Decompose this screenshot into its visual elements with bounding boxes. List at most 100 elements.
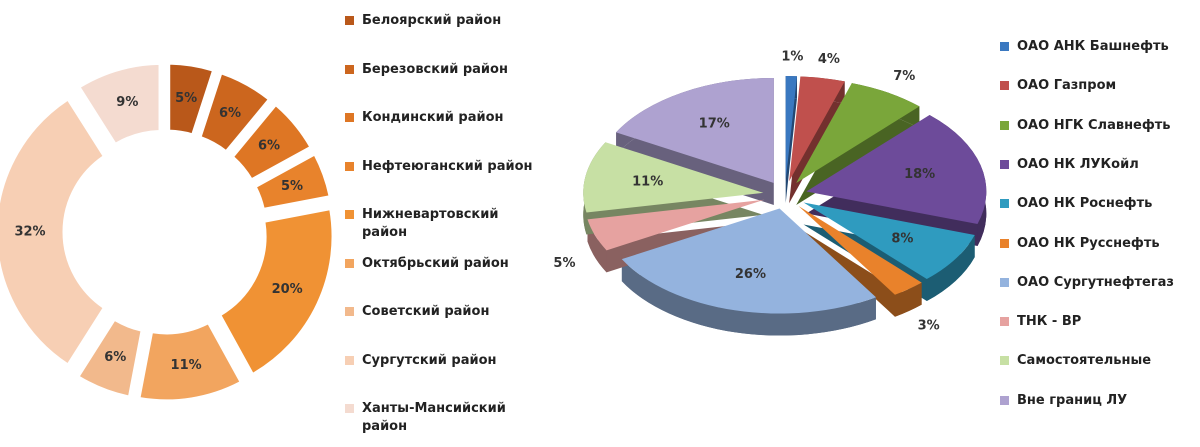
pie-slice [803,202,975,280]
legend-entry: Белоярский район [345,12,535,30]
legend-entry: ОАО НК ЛУКойл [1000,156,1200,174]
data-label: 5% [553,256,575,271]
legend-entry: ОАО Газпром [1000,77,1200,95]
legend-label: ОАО НГК Славнефть [1017,117,1171,133]
legend-entry: Ханты-Мансийский район [345,400,535,436]
legend-label: Нефтеюганский район [362,158,533,174]
legend-swatch [1000,42,1009,51]
data-label: 3% [918,318,940,333]
legend-label: Березовский район [362,61,508,77]
legend-entry: ОАО НК Русснефть [1000,235,1200,253]
donut-slice [220,209,333,374]
legend-label: Ханты-Мансийский район [362,401,506,434]
legend-swatch [345,404,354,413]
pie-slice [616,77,774,183]
pie-slice [796,83,920,183]
data-label: 26% [735,267,766,282]
legend-swatch [1000,356,1009,366]
legend-swatch [1000,395,1009,405]
data-label: 5% [175,91,197,106]
data-label: 8% [891,232,913,247]
legend-label: ТНК - ВР [1017,314,1082,330]
legend-entry: Советский район [345,303,535,321]
data-label: 9% [116,95,138,110]
pie-slice [798,206,922,295]
legend-entry: Сургутский район [345,352,535,370]
slice-wall [621,259,876,336]
donut-slice [78,319,142,397]
slice-wall [926,234,975,302]
legend-label: ОАО НК ЛУКойл [1017,156,1139,172]
data-label: 5% [281,179,303,194]
pie-slice [583,142,764,213]
legend-entry: Березовский район [345,61,535,79]
legend-entry: ОАО НГК Славнефть [1000,117,1200,135]
legend-label: ОАО АНК Башнефть [1017,39,1169,54]
data-label: 7% [893,69,915,84]
legend-swatch [1000,317,1009,327]
pie-slice [789,76,845,182]
legend-label: Кондинский район [362,110,504,125]
pie-slice [806,114,987,224]
legend-swatch [345,307,354,316]
legend-label: Вне границ ЛУ [1017,392,1128,408]
data-label: 6% [258,138,280,153]
donut-slice [0,99,104,365]
legend-swatch [1000,120,1009,130]
donut-slice [169,63,214,135]
pie-slice [587,199,765,251]
data-label: 6% [104,350,126,365]
legend-swatch [1000,159,1009,169]
legend-entry: Октябрьский район [345,255,535,273]
donut-slice [200,73,269,152]
legend-label: ОАО Сургутнефтегаз [1017,274,1174,290]
legend-entry: ОАО НК Роснефть [1000,195,1200,213]
data-label: 32% [14,225,45,240]
legend-entry: ОАО Сургутнефтегаз [1000,274,1200,292]
donut-slice [139,323,241,401]
legend-entry: Кондинский район [345,109,535,127]
legend-label: ОАО НК Русснефть [1017,235,1160,251]
data-label: 4% [818,52,840,67]
legend-entry: Самостоятельные [1000,352,1200,370]
data-label: 1% [781,50,803,65]
pie-slice [785,76,797,182]
data-label: 20% [272,282,303,297]
legend-label: Октябрьский район [362,255,509,271]
legend-swatch [345,258,354,268]
legend-swatch [345,113,354,122]
legend-swatch [1000,238,1009,248]
data-label: 11% [171,358,202,373]
legend-swatch [1000,81,1009,91]
donut-slice [233,105,311,180]
legend-label: Белоярский район [362,13,502,28]
legend-entry: Вне границ ЛУ [1000,392,1200,410]
legend-label: Самостоятельные [1017,353,1152,369]
legend-entry: Нефтеюганский район [345,158,535,176]
legend-entry: ТНК - ВР [1000,313,1200,331]
legend-entry: Нижневартовский район [345,206,535,242]
slice-bottom [798,228,922,317]
data-label: 17% [699,117,730,132]
legend-label: ОАО Газпром [1017,78,1117,94]
legend-swatch [1000,199,1009,209]
legend-swatch [345,64,354,74]
legend-label: Советский район [362,304,490,319]
pie-slice [621,208,876,314]
legend-label: Сургутский район [362,352,497,368]
legend-entry: ОАО АНК Башнефть [1000,38,1200,56]
donut-slice [79,63,160,144]
data-label: 18% [904,167,935,182]
data-label: 11% [632,175,663,190]
legend-label: ОАО НК Роснефть [1017,196,1153,212]
data-label: 6% [219,106,241,121]
legend-label: Нижневартовский район [362,207,499,240]
legend-swatch [345,16,354,25]
legend-swatch [1000,277,1009,287]
legend-swatch [345,161,354,171]
donut-slice [255,154,330,209]
legend-swatch [345,210,354,219]
legend-swatch [345,355,354,365]
